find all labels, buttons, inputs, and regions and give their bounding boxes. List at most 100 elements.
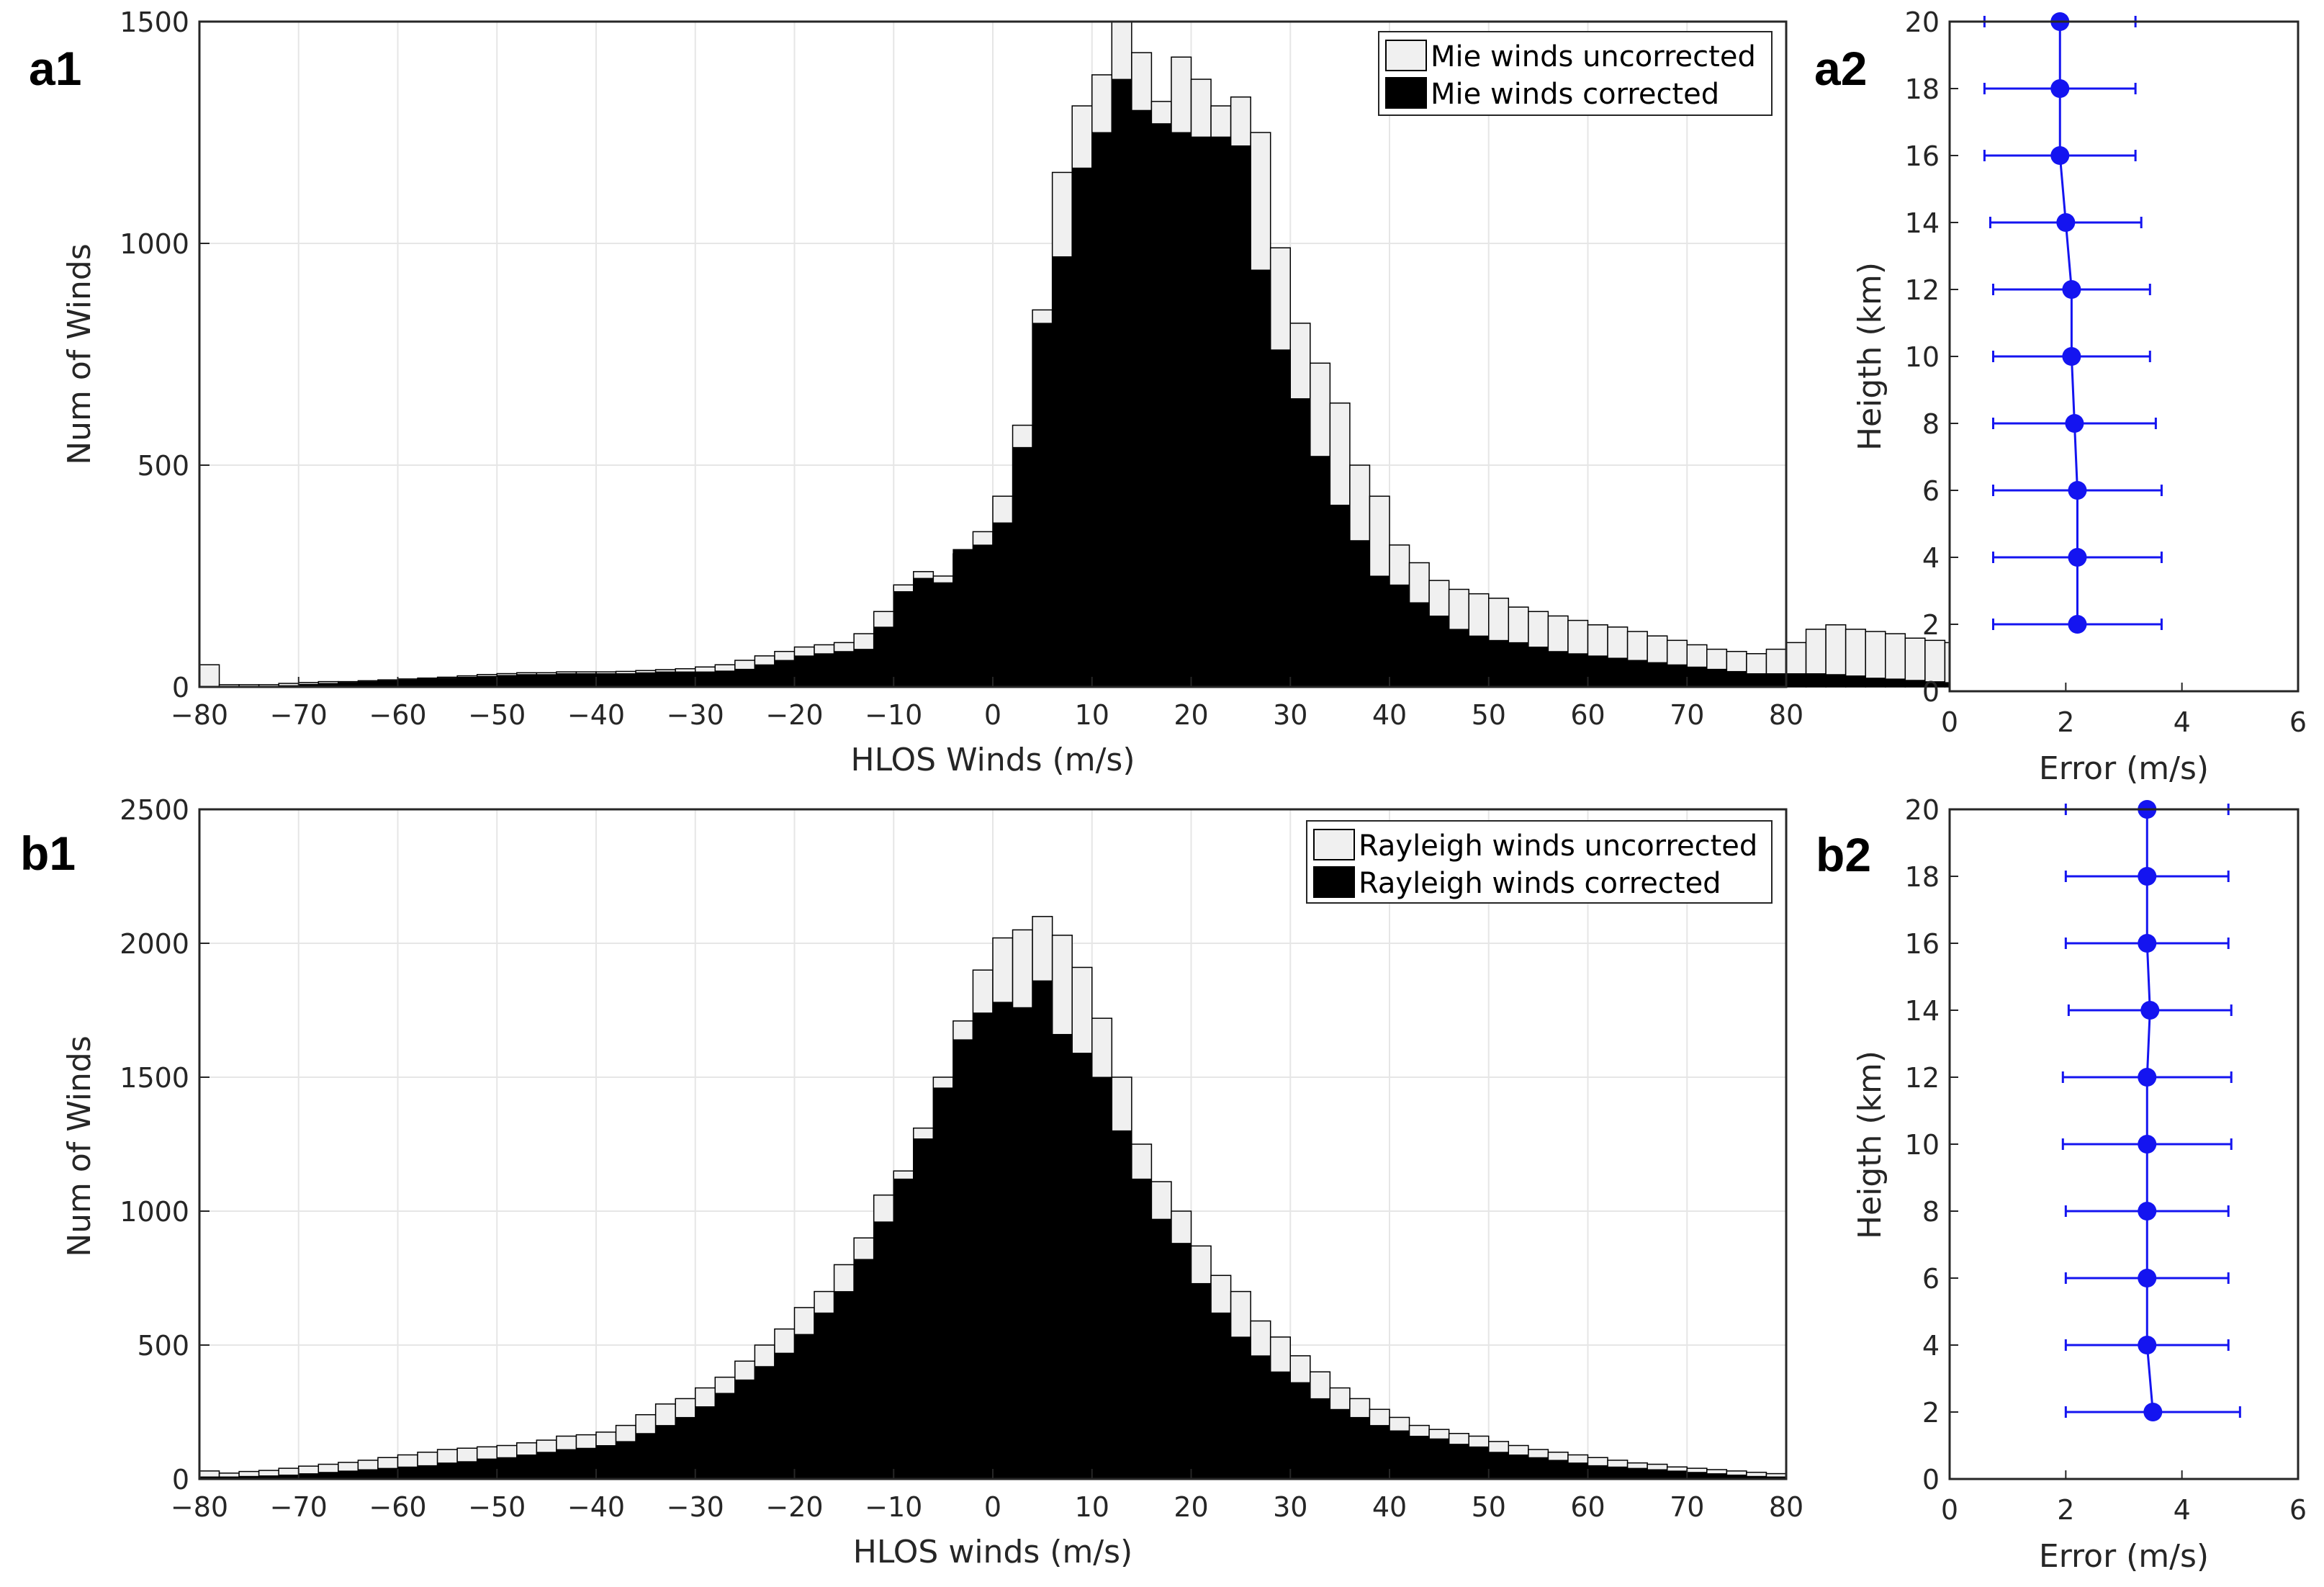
xticks-a2: 0 2 4 6 (1941, 683, 2307, 738)
bar-corrected-a1 (1329, 504, 1351, 688)
y-axis-label-a2: Heigth (km) (1852, 262, 1888, 451)
x-tick-label-b1: 80 (1769, 1491, 1803, 1523)
bar-corrected-b1 (1270, 1371, 1291, 1480)
y-tick-label-b1: 0 (172, 1464, 189, 1496)
bar-corrected-b1 (1349, 1416, 1370, 1480)
legend-a1: Mie winds uncorrected Mie winds correcte… (1378, 31, 1773, 116)
bar-corrected-b1 (1488, 1452, 1509, 1480)
profile-point-a2 (2050, 146, 2070, 165)
profile-point-a2 (2068, 481, 2087, 500)
x-tick-label-b1: −80 (171, 1491, 228, 1523)
panel-label-a2: a2 (1814, 42, 1867, 95)
profile-point-b2 (2138, 1202, 2157, 1220)
y-tick-label-a2: 12 (1905, 274, 1940, 306)
bar-corrected-a1 (834, 651, 855, 688)
x-tick-label-a1: −60 (369, 699, 426, 731)
bar-corrected-b1 (952, 1039, 973, 1480)
bar-corrected-b1 (1191, 1282, 1212, 1480)
y-tick-label-b1: 2500 (120, 794, 189, 826)
y-tick-label-b1: 1000 (120, 1196, 189, 1228)
x-tick-label-b1: −30 (667, 1491, 724, 1523)
x-tick-label-a1: 10 (1075, 699, 1109, 731)
profile-point-a2 (2065, 414, 2084, 433)
bar-corrected-b1 (1091, 1076, 1112, 1480)
y-tick-label-a2: 0 (1922, 676, 1940, 708)
panel-label-b1: b1 (20, 827, 76, 880)
bar-corrected-b1 (1567, 1462, 1588, 1480)
bar-corrected-a1 (853, 649, 875, 688)
bar-corrected-b1 (1052, 1033, 1073, 1480)
bar-corrected-a1 (1012, 446, 1033, 688)
bar-uncorrected-a1 (1865, 631, 1886, 688)
x-tick-label-a1: 60 (1570, 699, 1605, 731)
bar-corrected-b1 (1230, 1336, 1251, 1480)
bar-corrected-a1 (1567, 653, 1588, 688)
legend-box-b1 (1306, 820, 1773, 904)
bar-corrected-b1 (734, 1379, 755, 1480)
bar-corrected-a1 (992, 522, 1014, 688)
x-tick-label-b1: −40 (567, 1491, 625, 1523)
bar-corrected-a1 (774, 660, 795, 688)
x-tick-label-b1: −70 (270, 1491, 328, 1523)
bar-corrected-b1 (556, 1449, 577, 1480)
x-tick-label-b1: 40 (1372, 1491, 1407, 1523)
bar-corrected-a1 (655, 671, 676, 688)
bar-corrected-a1 (1270, 349, 1291, 688)
bar-corrected-a1 (1785, 673, 1807, 688)
bar-corrected-a1 (1746, 673, 1767, 688)
bar-corrected-b1 (496, 1457, 518, 1480)
y-tick-label-a2: 14 (1905, 207, 1940, 239)
x-tick-label-a1: −40 (567, 699, 625, 731)
bar-corrected-a1 (1289, 398, 1311, 688)
yticks-b1: 0 500 1000 1500 2000 2500 (120, 794, 210, 1496)
legend-b1: Rayleigh winds uncorrected Rayleigh wind… (1306, 820, 1773, 904)
bar-corrected-a1 (1052, 256, 1073, 688)
bar-corrected-a1 (1032, 323, 1053, 688)
y-tick-label-a2: 8 (1922, 408, 1940, 440)
bar-corrected-a1 (794, 655, 815, 688)
legend-label-uncorrected-b1: Rayleigh winds uncorrected (1359, 830, 1757, 863)
yticks-a2: 0 2 4 6 8 10 12 14 16 18 20 (1905, 6, 1958, 708)
y-tick-label-b2: 10 (1905, 1129, 1940, 1161)
bar-corrected-a1 (1428, 615, 1450, 688)
bar-corrected-a1 (1071, 167, 1093, 688)
bar-corrected-a1 (1191, 136, 1212, 688)
panel-label-a1: a1 (29, 42, 81, 95)
x-tick-label-b1: 30 (1273, 1491, 1307, 1523)
bar-corrected-a1 (893, 591, 914, 688)
x-axis-label-b1: HLOS winds (m/s) (853, 1534, 1132, 1570)
bar-corrected-a1 (1171, 132, 1192, 688)
bar-corrected-b1 (794, 1334, 815, 1480)
bar-corrected-a1 (1865, 678, 1886, 688)
bar-corrected-a1 (932, 582, 954, 688)
x-tick-label-a1: −70 (270, 699, 328, 731)
bars-b1 (199, 916, 1787, 1480)
bar-corrected-b1 (913, 1138, 934, 1480)
bar-corrected-a1 (675, 671, 696, 688)
bar-corrected-b1 (1012, 1007, 1033, 1480)
x-tick-label-a1: 30 (1273, 699, 1307, 731)
bar-corrected-a1 (575, 673, 597, 688)
bar-corrected-a1 (477, 675, 497, 688)
bar-corrected-a1 (1647, 662, 1668, 688)
bar-corrected-a1 (1210, 136, 1232, 688)
bar-corrected-a1 (1349, 540, 1370, 688)
y-tick-label-a2: 4 (1922, 542, 1940, 574)
legend-box-a1 (1378, 31, 1773, 116)
bar-corrected-b1 (774, 1352, 795, 1480)
bar-corrected-b1 (1528, 1457, 1549, 1480)
y-tick-label-b1: 2000 (120, 928, 189, 960)
bar-corrected-a1 (516, 674, 537, 688)
profile-point-a2 (2068, 615, 2087, 634)
bar-corrected-b1 (932, 1087, 954, 1480)
bar-corrected-b1 (397, 1466, 418, 1480)
bar-corrected-b1 (1150, 1218, 1172, 1480)
bar-corrected-a1 (734, 668, 755, 688)
y-axis-label-a1: Num of Winds (61, 243, 98, 465)
bar-corrected-a1 (972, 544, 994, 688)
bar-corrected-a1 (1806, 673, 1827, 688)
bar-corrected-b1 (1250, 1355, 1271, 1480)
xticks-b1: −80 −70 −60 −50 −40 −30 −20 −10 0 10 20 30 40 50 60 70 8… (171, 1469, 1803, 1523)
x-tick-label-b2: 2 (2057, 1494, 2074, 1526)
